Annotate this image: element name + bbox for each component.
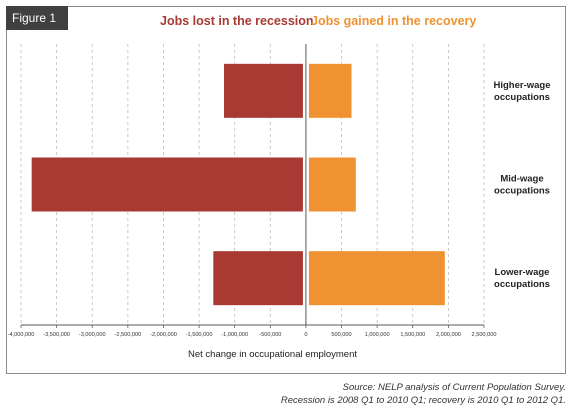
bar-jobs-gained (308, 63, 352, 118)
figure-label: Figure 1 (6, 6, 68, 30)
legend-recession-losses: Jobs lost in the recession (160, 14, 314, 28)
x-tick-label: 500,000 (331, 332, 351, 338)
category-label-line: Lower-wage (495, 267, 550, 278)
x-tick-label: -4,000,000 (8, 332, 35, 338)
category-label: Mid-wage occupations (494, 174, 550, 197)
x-tick-label: -500,000 (259, 332, 281, 338)
x-tick-label: 2,500,000 (472, 332, 497, 338)
x-tick-label: -1,500,000 (186, 332, 213, 338)
x-tick-label: 1,500,000 (400, 332, 425, 338)
x-tick-label: 1,000,000 (365, 332, 390, 338)
category-label-line: Mid-wage (500, 174, 543, 185)
source-note: Source: NELP analysis of Current Populat… (281, 381, 566, 407)
legend-recovery-gains: Jobs gained in the recovery (311, 14, 477, 28)
x-tick-label: -3,500,000 (43, 332, 70, 338)
x-tick-label: 0 (304, 332, 307, 338)
category-label-line: occupations (494, 186, 550, 197)
x-axis-title: Net change in occupational employment (188, 349, 357, 360)
bar-jobs-lost (31, 157, 303, 212)
bar-jobs-gained (308, 251, 445, 306)
x-tick-label: -2,000,000 (150, 332, 177, 338)
bar-jobs-gained (308, 157, 356, 212)
category-label-line: Higher-wage (493, 80, 550, 91)
bar-jobs-lost (213, 251, 303, 306)
category-label: Lower-wage occupations (494, 267, 550, 290)
source-line-1: Source: NELP analysis of Current Populat… (342, 382, 566, 393)
category-label-line: occupations (494, 279, 550, 290)
source-line-2: Recession is 2008 Q1 to 2010 Q1; recover… (280, 395, 566, 406)
category-label-line: occupations (494, 92, 550, 103)
bar-jobs-lost (224, 63, 303, 118)
x-tick-label: -3,000,000 (79, 332, 106, 338)
category-label: Higher-wage occupations (493, 80, 550, 103)
x-tick-label: 2,000,000 (436, 332, 461, 338)
x-tick-label: -2,500,000 (114, 332, 141, 338)
x-tick-label: -1,000,000 (221, 332, 248, 338)
